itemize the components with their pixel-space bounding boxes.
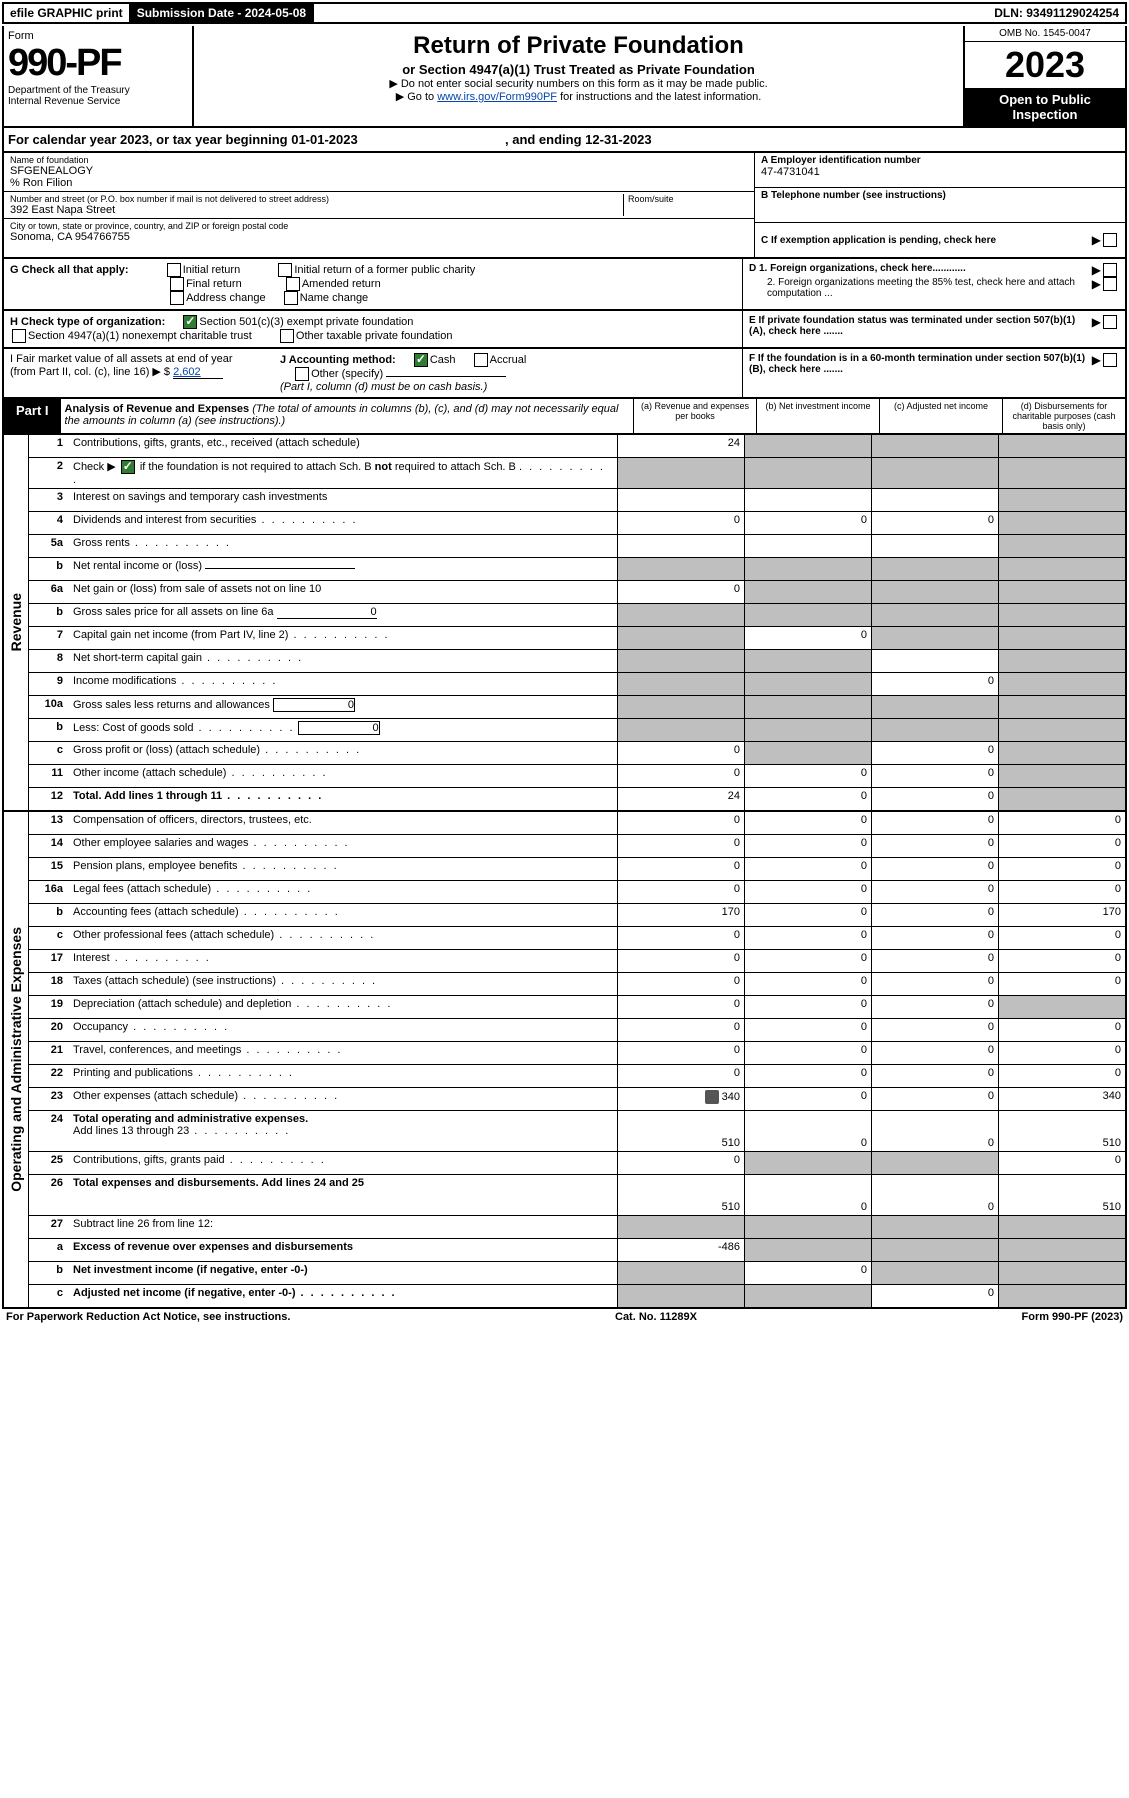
instruction-2: ▶ Go to www.irs.gov/Form990PF for instru…	[198, 90, 959, 103]
check-f[interactable]	[1103, 353, 1117, 367]
section-g: G Check all that apply: Initial return I…	[4, 259, 742, 309]
section-h: H Check type of organization: Section 50…	[4, 311, 742, 347]
section-f: F If the foundation is in a 60-month ter…	[742, 349, 1125, 397]
info-block: Name of foundation SFGENEALOGY % Ron Fil…	[2, 153, 1127, 259]
omb-number: OMB No. 1545-0047	[965, 26, 1125, 42]
form-link[interactable]: www.irs.gov/Form990PF	[437, 91, 557, 103]
form-subtitle: or Section 4947(a)(1) Trust Treated as P…	[198, 62, 959, 77]
part1-desc: Analysis of Revenue and Expenses (The to…	[61, 399, 633, 433]
check-accrual[interactable]	[474, 353, 488, 367]
top-bar: efile GRAPHIC print Submission Date - 20…	[2, 2, 1127, 24]
info-left: Name of foundation SFGENEALOGY % Ron Fil…	[4, 153, 754, 257]
expenses-grid: Operating and Administrative Expenses 13…	[2, 812, 1127, 1309]
header-center: Return of Private Foundation or Section …	[194, 26, 963, 126]
col-a: (a) Revenue and expenses per books	[633, 399, 756, 433]
exemption-row: C If exemption application is pending, c…	[755, 223, 1125, 257]
part1-cols: (a) Revenue and expenses per books (b) N…	[633, 399, 1125, 433]
check-c[interactable]	[1103, 233, 1117, 247]
section-ij: I Fair market value of all assets at end…	[4, 349, 742, 397]
header-left: Form 990-PF Department of the Treasury I…	[4, 26, 194, 126]
check-other-acct[interactable]	[295, 367, 309, 381]
city-row: City or town, state or province, country…	[4, 219, 754, 245]
attach-icon[interactable]	[705, 1090, 719, 1104]
check-sch-b[interactable]	[121, 460, 135, 474]
form-title: Return of Private Foundation	[198, 32, 959, 60]
address-row: Number and street (or P.O. box number if…	[4, 192, 754, 219]
check-final[interactable]	[170, 277, 184, 291]
check-d2[interactable]	[1103, 277, 1117, 291]
ein-row: A Employer identification number 47-4731…	[755, 153, 1125, 188]
check-initial[interactable]	[167, 263, 181, 277]
check-section-g: G Check all that apply: Initial return I…	[2, 259, 1127, 311]
footer-form: Form 990-PF (2023)	[1022, 1311, 1123, 1323]
header-right: OMB No. 1545-0047 2023 Open to Public In…	[963, 26, 1125, 126]
fmv-value[interactable]: 2,602	[173, 366, 223, 379]
check-address[interactable]	[170, 291, 184, 305]
check-amended[interactable]	[286, 277, 300, 291]
form-number: 990-PF	[8, 42, 188, 85]
part1-tab: Part I	[4, 399, 61, 433]
care-of: % Ron Filion	[10, 177, 748, 189]
footer-left: For Paperwork Reduction Act Notice, see …	[6, 1311, 290, 1323]
calendar-year: For calendar year 2023, or tax year begi…	[2, 128, 1127, 153]
ein: 47-4731041	[761, 166, 1119, 178]
room-label: Room/suite	[628, 194, 748, 204]
expenses-label: Operating and Administrative Expenses	[4, 812, 29, 1307]
col-d: (d) Disbursements for charitable purpose…	[1002, 399, 1125, 433]
inspection-label: Open to Public Inspection	[965, 88, 1125, 126]
info-right: A Employer identification number 47-4731…	[754, 153, 1125, 257]
check-name[interactable]	[284, 291, 298, 305]
check-initial-charity[interactable]	[278, 263, 292, 277]
revenue-grid: Revenue 1Contributions, gifts, grants, e…	[2, 435, 1127, 812]
efile-label: efile GRAPHIC print	[4, 4, 131, 22]
check-section-h: H Check type of organization: Section 50…	[2, 311, 1127, 349]
check-d1[interactable]	[1103, 263, 1117, 277]
check-other-tax[interactable]	[280, 329, 294, 343]
section-e: E If private foundation status was termi…	[742, 311, 1125, 347]
city-state-zip: Sonoma, CA 954766755	[10, 231, 748, 243]
check-4947[interactable]	[12, 329, 26, 343]
name-row: Name of foundation SFGENEALOGY % Ron Fil…	[4, 153, 754, 192]
revenue-label: Revenue	[4, 435, 29, 810]
col-c: (c) Adjusted net income	[879, 399, 1002, 433]
footer-cat: Cat. No. 11289X	[615, 1311, 697, 1323]
part1-header: Part I Analysis of Revenue and Expenses …	[2, 399, 1127, 435]
check-501c3[interactable]	[183, 315, 197, 329]
col-b: (b) Net investment income	[756, 399, 879, 433]
submission-date: Submission Date - 2024-05-08	[131, 4, 314, 22]
section-d: D 1. Foreign organizations, check here..…	[742, 259, 1125, 309]
form-header: Form 990-PF Department of the Treasury I…	[2, 26, 1127, 128]
check-section-ij: I Fair market value of all assets at end…	[2, 349, 1127, 399]
form-word: Form	[8, 30, 188, 42]
instruction-1: ▶ Do not enter social security numbers o…	[198, 77, 959, 90]
dept: Department of the Treasury	[8, 85, 188, 96]
tax-year: 2023	[965, 42, 1125, 88]
phone-row: B Telephone number (see instructions)	[755, 188, 1125, 223]
street-address: 392 East Napa Street	[10, 204, 623, 216]
dln: DLN: 93491129024254	[988, 4, 1125, 22]
page-footer: For Paperwork Reduction Act Notice, see …	[6, 1311, 1123, 1323]
irs: Internal Revenue Service	[8, 96, 188, 107]
check-cash[interactable]	[414, 353, 428, 367]
check-e[interactable]	[1103, 315, 1117, 329]
foundation-name: SFGENEALOGY	[10, 165, 748, 177]
